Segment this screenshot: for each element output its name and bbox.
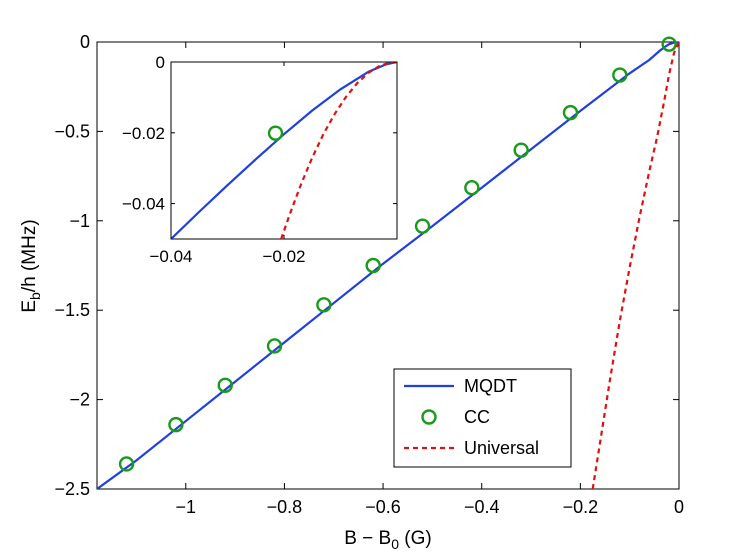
inset-axes: −0.04 −0.02 0 −0.02 −0.04 [122,53,398,266]
main-cc-point-10 [612,67,628,83]
inset-x-ticks: −0.04 −0.02 [149,62,306,266]
main-x-tick-label: −1 [176,497,197,517]
main-cc-point-9 [562,104,579,121]
main-cc-point-8 [513,142,529,158]
main-universal-line [591,42,679,489]
main-y-tick-label: −2.5 [54,479,90,499]
main-x-tick-label: −0.8 [267,497,303,517]
main-y-tick-label: −1 [69,211,90,231]
main-cc-point-3 [266,338,283,354]
inset-series [171,62,397,239]
y-axis-label: Eb/h (MHz) [19,219,43,312]
inset-x-tick-label: −0.04 [149,247,192,266]
main-x-tick-label: −0.2 [563,497,599,517]
legend-universal-label: Universal [464,438,539,458]
main-x-tick-label: 0 [674,497,684,517]
inset-universal-line [280,62,397,239]
main-y-tick-label: −2 [69,390,90,410]
inset-plot-frame [170,61,398,240]
main-y-tick-label: −0.5 [54,121,90,141]
inset-y-ticks: 0 −0.02 −0.04 [122,53,397,214]
main-cc-point-6 [414,218,431,234]
main-y-ticks: 0 −0.5 −1 −1.5 −2 −2.5 [54,32,679,499]
main-cc-point-7 [464,180,480,196]
legend-cc-swatch [421,409,437,425]
inset-y-tick-label: −0.02 [122,124,165,143]
main-cc-point-1 [168,416,184,433]
main-series [97,36,679,489]
main-cc-point-0 [118,456,135,472]
main-cc-point-5 [365,257,381,274]
legend: MQDT CC Universal [393,368,572,468]
inset-x-tick-label: −0.02 [262,247,305,266]
main-mqdt-line [97,42,679,489]
legend-mqdt-label: MQDT [464,376,517,396]
x-axis-label: B − B0 (G) [344,528,432,552]
main-x-tick-label: −0.6 [365,497,401,517]
main-y-tick-label: −1.5 [54,300,90,320]
main-cc-point-2 [217,377,233,393]
inset-y-tick-label: 0 [156,53,165,72]
main-x-tick-label: −0.4 [464,497,500,517]
main-cc-point-4 [316,297,332,313]
main-y-tick-label: 0 [80,32,90,52]
legend-cc-label: CC [464,407,490,427]
inset-cc-point-0 [267,125,284,141]
main-x-ticks: −1 −0.8 −0.6 −0.4 −0.2 0 [176,42,684,517]
inset-y-tick-label: −0.04 [122,195,165,214]
main-cc-point-11 [661,36,677,52]
